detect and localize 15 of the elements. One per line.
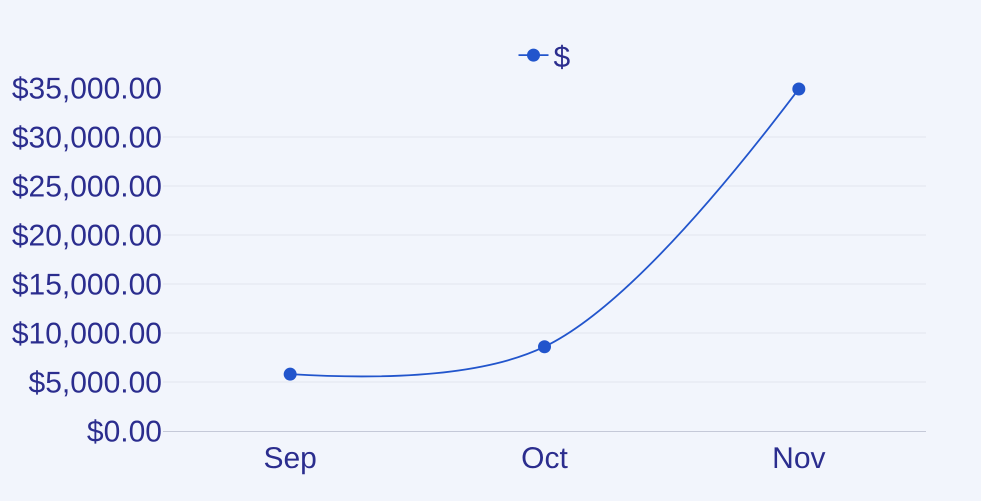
y-tick-label: $35,000.00 (12, 72, 162, 106)
legend-label: $ (554, 40, 570, 74)
y-tick-label: $20,000.00 (12, 220, 162, 252)
y-tick-label: $0.00 (86, 416, 162, 448)
y-tick-label: $5,000.00 (28, 366, 162, 400)
y-tick-label: $10,000.00 (12, 318, 162, 350)
point (792, 82, 806, 96)
y-tick-label: $30,000.00 (12, 122, 162, 154)
y-tick-label: $15,000.00 (12, 268, 162, 302)
point (284, 368, 297, 381)
point (538, 340, 551, 354)
x-tick-label: Oct (521, 442, 568, 475)
y-tick-label: $25,000.00 (12, 170, 162, 204)
x-tick-label: Nov (772, 442, 826, 475)
x-tick-label: Sep (263, 442, 317, 475)
